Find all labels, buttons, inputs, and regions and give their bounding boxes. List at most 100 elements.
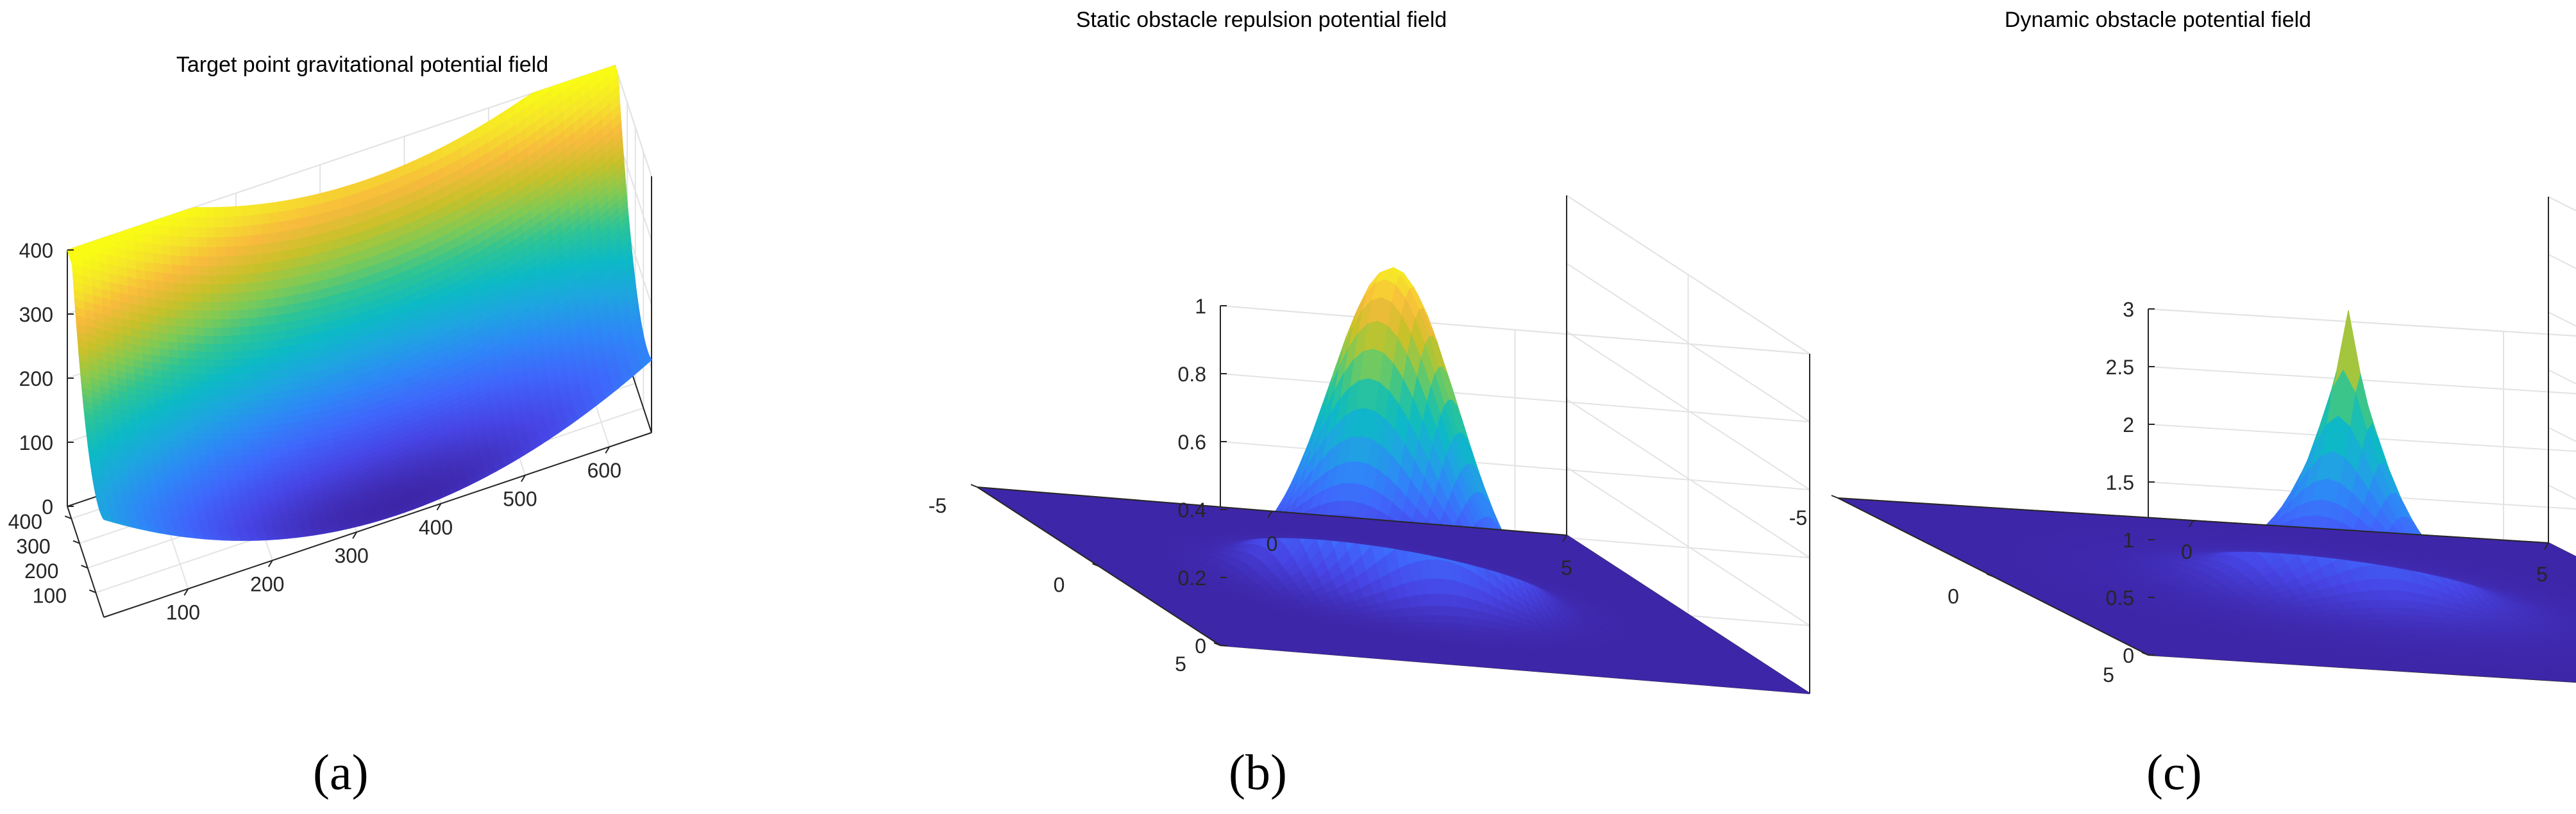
surface-patch	[267, 340, 278, 350]
surface-patch	[191, 414, 203, 422]
surface-patch	[203, 344, 215, 353]
surface-patch	[224, 237, 235, 248]
y-tick-label: 100	[33, 585, 67, 608]
surface-patch	[229, 500, 240, 505]
surface-patch	[219, 492, 230, 497]
surface-patch	[202, 433, 214, 440]
surface-patch	[240, 215, 252, 228]
surface-patch	[253, 386, 264, 395]
surface-patch	[186, 351, 197, 360]
surface-patch	[208, 395, 219, 403]
surface-patch	[230, 507, 242, 511]
x-tick-label: 600	[587, 459, 621, 482]
surface-patch	[241, 358, 253, 367]
surface-patch	[212, 336, 223, 345]
x-tick-label: 300	[334, 544, 368, 567]
surface-patch	[206, 256, 218, 267]
y-tick-label: 200	[24, 560, 58, 583]
surface-patch	[232, 351, 242, 360]
surface-patch	[187, 366, 198, 375]
surface-patch	[214, 359, 225, 368]
surface-patch	[214, 455, 225, 462]
surface-patch	[183, 310, 194, 320]
surface-patch	[235, 479, 246, 485]
surface-patch	[212, 538, 224, 541]
surface-patch	[223, 456, 234, 462]
surface-patch	[205, 237, 217, 248]
surface-patch	[167, 216, 179, 228]
surface-patch	[230, 503, 241, 508]
surface-patch	[155, 290, 165, 301]
surface-patch	[211, 319, 222, 329]
surface-patch	[271, 260, 282, 272]
surface-patch	[216, 475, 228, 481]
surface-patch	[162, 272, 173, 284]
surface-patch	[156, 324, 168, 335]
surface-patch	[169, 235, 180, 247]
surface-patch	[198, 381, 208, 390]
surface-patch	[189, 380, 199, 389]
y-axis-line	[67, 506, 105, 618]
surface-patch	[228, 415, 239, 422]
surface-patch	[176, 209, 187, 218]
surface-patch	[192, 310, 203, 320]
surface-patch	[232, 358, 243, 368]
surface-patch	[218, 488, 230, 494]
surface-patch	[267, 201, 278, 215]
surface-patch	[235, 265, 246, 276]
surface-patch	[230, 539, 242, 541]
surface-patch	[208, 402, 219, 410]
surface-patch	[223, 351, 233, 361]
surface-patch	[180, 265, 191, 276]
surface-patch	[210, 311, 221, 320]
surface-patch	[201, 302, 212, 312]
surface-patch	[224, 374, 235, 383]
surface-patch	[235, 388, 246, 396]
surface-patch	[192, 426, 204, 435]
surface-patch	[179, 256, 190, 267]
surface-patch	[248, 538, 260, 541]
surface-patch	[196, 359, 207, 368]
surface	[67, 65, 652, 541]
x-tick-label: 100	[166, 601, 200, 624]
surface-patch	[238, 420, 249, 429]
surface-patch	[199, 401, 210, 410]
surface-patch	[194, 343, 206, 353]
surface-patch	[237, 414, 248, 422]
surface-patch	[254, 400, 265, 409]
surface-patch	[237, 292, 248, 303]
surface-patch	[181, 401, 192, 409]
surface-patch	[165, 308, 176, 319]
surface-patch	[208, 275, 219, 286]
surface-patch	[178, 372, 190, 382]
surface-patch	[142, 232, 153, 245]
surface-patch	[207, 475, 219, 481]
surface-patch	[233, 374, 244, 383]
surface-patch	[256, 308, 267, 319]
surface-patch	[217, 395, 228, 403]
surface-patch	[215, 465, 226, 472]
surface-patch	[226, 283, 238, 294]
surface-patch	[228, 301, 239, 311]
surface-patch	[271, 251, 282, 263]
surface-patch	[226, 402, 238, 410]
surface-patch	[217, 402, 229, 410]
surface-patch	[165, 317, 176, 328]
surface-patch	[237, 492, 248, 497]
surface-patch	[181, 283, 192, 294]
surface-patch	[205, 367, 217, 376]
surface-patch	[199, 284, 210, 295]
surface-patch	[189, 256, 199, 267]
surface-patch	[245, 401, 256, 410]
surface-patch	[226, 479, 237, 485]
surface-patch	[214, 217, 224, 229]
surface-patch	[246, 407, 257, 416]
surface-patch	[243, 254, 255, 266]
surface-patch	[229, 427, 240, 435]
surface-patch	[257, 538, 269, 541]
surface-patch	[230, 439, 242, 446]
surface-patch	[214, 450, 224, 457]
surface-patch	[178, 365, 189, 374]
surface-patch	[160, 244, 171, 256]
